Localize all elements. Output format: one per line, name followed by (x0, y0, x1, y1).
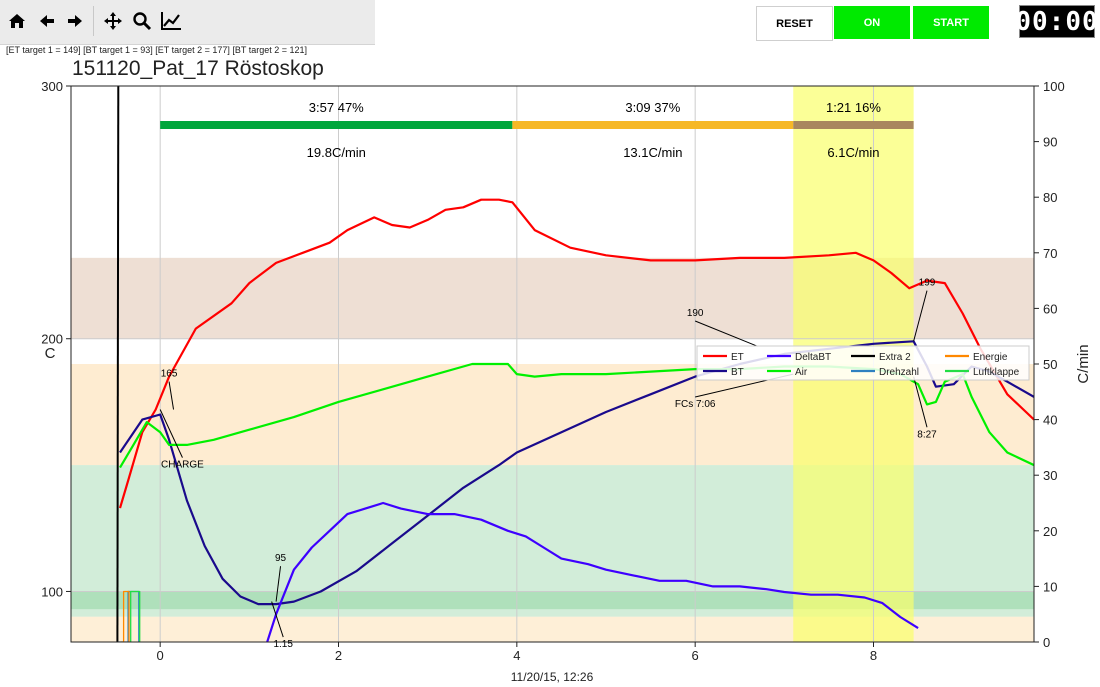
annotation-arrow (913, 376, 928, 428)
subplots-icon[interactable] (158, 8, 184, 34)
annotation-label: 1:15 (273, 639, 293, 650)
annotation-label: 199 (919, 278, 936, 289)
y2-tick-label: 60 (1043, 301, 1057, 316)
series-extra-2 (116, 86, 120, 642)
annotation-arrow (694, 320, 758, 347)
phase-rate-label: 13.1C/min (623, 145, 682, 160)
series-et (118, 198, 1034, 509)
legend-label: DeltaBT (795, 352, 831, 363)
annotation-label: 95 (275, 553, 287, 564)
on-button[interactable]: ON (834, 6, 910, 39)
timer-display: 00:00 (1015, 5, 1099, 38)
legend-label: Luftklappe (973, 367, 1020, 378)
start-button[interactable]: START (913, 6, 989, 39)
annotation-arrow (275, 566, 282, 602)
legend-box (696, 345, 1030, 381)
annotation-arrow (913, 290, 928, 342)
phase-time-label: 1:21 16% (826, 100, 881, 115)
y2-tick-label: 100 (1043, 79, 1065, 94)
y2-tick-label: 20 (1043, 524, 1057, 539)
phase-bar (793, 121, 914, 129)
x-tick-label: 0 (157, 648, 164, 663)
phase-bar (512, 121, 794, 129)
annotation-label: FCs 7:06 (675, 399, 716, 410)
legend-label: Drehzahl (879, 367, 919, 378)
y2-tick-label: 10 (1043, 579, 1057, 594)
chart-title: 151120_Pat_17 Röstoskop (72, 57, 324, 80)
legend-label: Air (795, 367, 808, 378)
y2-axis-label: C/min (1075, 344, 1092, 383)
home-icon[interactable] (4, 8, 30, 34)
toolbar-separator (93, 6, 94, 36)
series-deltabt (266, 501, 919, 642)
zoom-icon[interactable] (129, 8, 155, 34)
legend-label: Energie (973, 352, 1008, 363)
x-tick-label: 8 (870, 648, 877, 663)
y2-tick-label: 90 (1043, 135, 1057, 150)
y2-tick-label: 50 (1043, 357, 1057, 372)
y-tick-label: 300 (41, 79, 63, 94)
x-axis-label: 11/20/15, 12:26 (511, 670, 594, 684)
pan-icon[interactable] (100, 8, 126, 34)
annotation-label: 190 (687, 308, 704, 319)
legend-label: ET (731, 352, 744, 363)
x-tick-label: 4 (513, 648, 520, 663)
x-tick-label: 2 (335, 648, 342, 663)
annotation-arrow (159, 409, 183, 458)
legend-label: BT (731, 367, 744, 378)
series-air (119, 362, 1034, 469)
phase-rate-label: 19.8C/min (307, 145, 366, 160)
annotation-arrow (168, 381, 175, 410)
series-luftklappe (129, 590, 141, 642)
annotation-arrow (271, 601, 284, 638)
target-info: [ET target 1 = 149] [BT target 1 = 93] [… (6, 45, 308, 55)
series-energie (120, 590, 130, 642)
y-axis-label: C (45, 345, 56, 362)
y2-tick-label: 40 (1043, 413, 1057, 428)
phase-bar (160, 121, 513, 129)
y2-tick-label: 0 (1043, 635, 1050, 650)
navigation-toolbar (0, 0, 375, 45)
y2-tick-label: 80 (1043, 190, 1057, 205)
annotation-label: 165 (161, 369, 178, 380)
phase-time-label: 3:57 47% (309, 100, 364, 115)
reset-button[interactable]: RESET (756, 6, 833, 41)
y2-tick-label: 70 (1043, 246, 1057, 261)
annotation-label: CHARGE (161, 460, 204, 471)
y-tick-label: 200 (41, 332, 63, 347)
phase-rate-label: 6.1C/min (827, 145, 879, 160)
y2-tick-label: 30 (1043, 468, 1057, 483)
phase-time-label: 3:09 37% (625, 100, 680, 115)
forward-icon[interactable] (62, 8, 88, 34)
annotation-label: 8:27 (917, 429, 937, 440)
back-icon[interactable] (34, 8, 60, 34)
legend-label: Extra 2 (879, 352, 911, 363)
y-tick-label: 100 (41, 584, 63, 599)
x-tick-label: 6 (692, 648, 699, 663)
